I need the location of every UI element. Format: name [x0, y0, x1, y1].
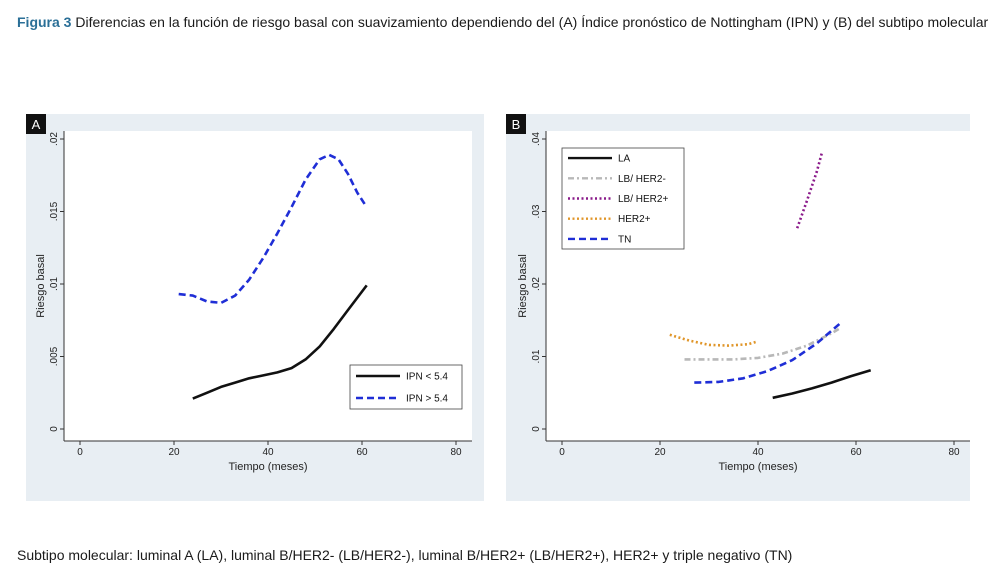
y-tick-label: 0: [531, 426, 542, 432]
x-tick-label: 0: [77, 447, 83, 458]
y-tick-label: .01: [49, 277, 60, 291]
y-axis-title: Riesgo basal: [35, 254, 47, 318]
panel-letter-badge: [26, 114, 46, 134]
panel-letter: A: [32, 117, 41, 132]
series-line-tn: [694, 321, 843, 384]
x-tick-label: 60: [356, 447, 368, 458]
y-tick-label: 0: [49, 426, 60, 432]
x-axis-title: Tiempo (meses): [228, 461, 307, 473]
x-tick-label: 20: [654, 447, 666, 458]
series-line-her2: [669, 333, 759, 347]
x-tick-label: 40: [752, 447, 764, 458]
y-tick-label: .01: [531, 349, 542, 363]
series-line-ipn-5-4: [178, 153, 368, 305]
panel-letter: B: [512, 117, 521, 132]
y-tick-label: .005: [49, 346, 60, 366]
y-tick-label: .015: [49, 201, 60, 221]
legend-label: HER2+: [618, 214, 651, 225]
chart-panel-b: B 0 20 40 60 80 0 .01 .02 .03 .04 Tiempo (meses) Rie…: [506, 114, 970, 501]
x-tick-label: 0: [559, 447, 565, 458]
legend-label: LA: [618, 154, 631, 165]
legend-label: LB/ HER2-: [618, 174, 666, 185]
series-line-lb-her2: [795, 153, 823, 229]
x-axis-title: Tiempo (meses): [718, 461, 797, 473]
series-line-lb-her2: [684, 326, 842, 361]
y-tick-label: .03: [531, 204, 542, 218]
legend: LA LB/ HER2- LB/ HER2+ HER2+ TN: [561, 147, 685, 250]
chart-panel-a: A 0 20 40 60 80 0 .005 .01 .015 .02 Tiempo (meses) R…: [26, 114, 484, 501]
x-tick-label: 80: [948, 447, 960, 458]
figure-caption-text: Diferencias en la función de riesgo basa…: [75, 14, 989, 30]
x-tick-label: 60: [850, 447, 862, 458]
legend-box: [349, 364, 463, 410]
figure-label: Figura 3: [17, 14, 72, 30]
legend-label: IPN < 5.4: [406, 372, 448, 383]
x-tick-label: 20: [168, 447, 180, 458]
y-tick-label: .02: [531, 277, 542, 291]
figure-caption: Figura 3 Diferencias en la función de ri…: [17, 13, 989, 32]
y-tick-label: .02: [49, 132, 60, 146]
series-line-la: [772, 369, 872, 400]
legend-label: LB/ HER2+: [618, 194, 668, 205]
legend: IPN < 5.4 IPN > 5.4: [349, 364, 463, 410]
legend-label: IPN > 5.4: [406, 394, 448, 405]
legend-label: TN: [618, 234, 631, 245]
panel-letter-badge: [506, 114, 526, 134]
x-tick-label: 80: [450, 447, 462, 458]
y-axis-title: Riesgo basal: [517, 254, 529, 318]
x-tick-label: 40: [262, 447, 274, 458]
series-line-ipn-5-4: [192, 284, 368, 400]
figure-footnote: Subtipo molecular: luminal A (LA), lumin…: [17, 547, 793, 563]
y-tick-label: .04: [531, 132, 542, 146]
